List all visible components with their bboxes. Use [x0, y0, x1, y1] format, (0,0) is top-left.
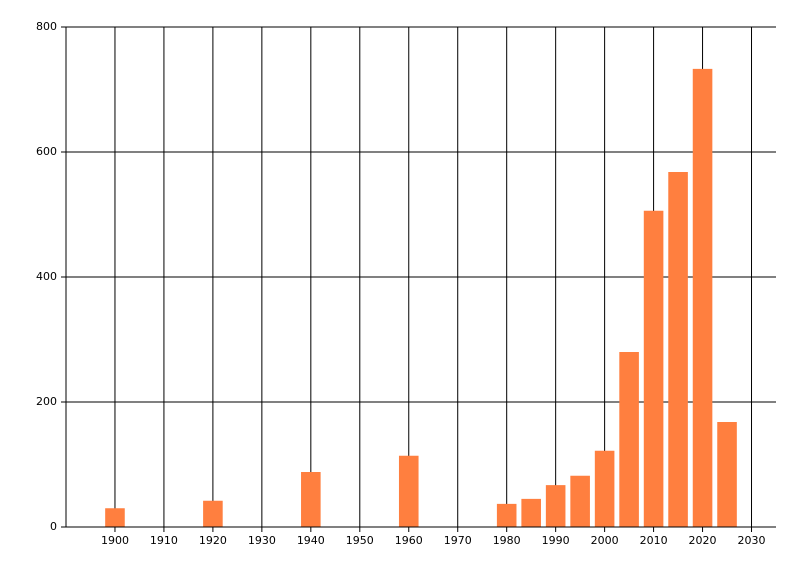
- x-tick-label: 2010: [640, 534, 668, 547]
- bar: [521, 498, 541, 527]
- bar: [105, 508, 125, 527]
- y-tick-label: 0: [50, 520, 57, 533]
- y-tick-label: 800: [36, 20, 57, 33]
- bar: [668, 172, 688, 527]
- x-tick-label: 1900: [101, 534, 129, 547]
- bar: [619, 352, 639, 527]
- x-tick-label: 1930: [248, 534, 276, 547]
- x-tick-label: 2020: [689, 534, 717, 547]
- x-tick-label: 1920: [199, 534, 227, 547]
- bar: [496, 503, 517, 527]
- x-tick-label: 1950: [346, 534, 374, 547]
- bar: [203, 500, 223, 527]
- y-tick-label: 200: [36, 395, 57, 408]
- x-tick-label: 1910: [150, 534, 178, 547]
- x-tick-label: 1980: [493, 534, 521, 547]
- bar: [692, 68, 713, 527]
- x-tick-label: 2030: [738, 534, 766, 547]
- bar: [570, 475, 590, 527]
- x-tick-label: 1970: [444, 534, 472, 547]
- x-tick-label: 1960: [395, 534, 423, 547]
- bar: [545, 485, 566, 527]
- y-tick-label: 600: [36, 145, 57, 158]
- y-tick-label: 400: [36, 270, 57, 283]
- bar: [643, 210, 664, 527]
- x-tick-label: 2000: [591, 534, 619, 547]
- x-tick-label: 1990: [542, 534, 570, 547]
- bar: [717, 422, 737, 527]
- bar: [398, 455, 419, 527]
- x-tick-label: 1940: [297, 534, 325, 547]
- bar: [301, 472, 321, 527]
- bar: [594, 450, 615, 527]
